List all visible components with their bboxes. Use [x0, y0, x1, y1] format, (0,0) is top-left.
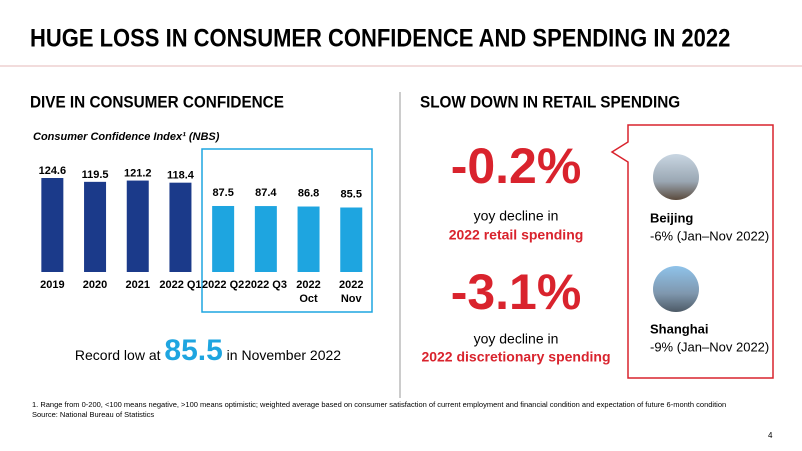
x-tick-label: 2019	[40, 279, 64, 291]
bar	[169, 182, 192, 272]
city-name: Beijing	[650, 210, 693, 225]
stat-value: -3.1%	[451, 264, 582, 320]
chart: 124.6 2019 119.5 2020 121.2 2021 118.4 2022 Q1 8…	[39, 165, 364, 305]
value-label: 124.6	[39, 165, 67, 177]
bar	[254, 206, 277, 272]
stat-text: 2022 retail spending	[449, 227, 584, 243]
bar	[84, 181, 107, 272]
value-label: 119.5	[82, 169, 109, 181]
city-photo	[653, 154, 699, 200]
city-photo	[653, 266, 699, 312]
chart-title: Consumer Confidence Index¹ (NBS)	[33, 131, 220, 143]
stat-text: yoy decline in	[474, 208, 559, 224]
callout-box	[610, 124, 774, 379]
value-label: 118.4	[167, 170, 195, 182]
page-number: 4	[768, 431, 773, 440]
bar	[41, 178, 64, 272]
x-tick-label: 2021	[126, 279, 150, 291]
record-low-suffix: in November 2022	[227, 347, 342, 363]
record-low-prefix: Record low at	[75, 347, 161, 363]
section-heading: DIVE IN CONSUMER CONFIDENCE	[30, 93, 284, 112]
highlight-box	[201, 148, 373, 313]
stat-value: -0.2%	[451, 138, 582, 194]
bar	[126, 180, 149, 272]
city-detail: -6% (Jan–Nov 2022)	[650, 228, 769, 243]
city-name: Shanghai	[650, 321, 709, 336]
value-label: 85.5	[341, 188, 362, 200]
x-tick-label: 2022 Oct	[296, 279, 320, 305]
stat-text: 2022 discretionary spending	[421, 349, 610, 365]
x-tick-label: 2022 Q1	[159, 279, 201, 291]
footnote: Source: National Bureau of Statistics	[32, 410, 154, 419]
section-heading: SLOW DOWN IN RETAIL SPENDING	[420, 93, 680, 112]
x-tick-label: 2022 Q2	[202, 279, 244, 291]
value-label: 87.4	[255, 187, 277, 199]
bar	[297, 206, 320, 272]
record-low-value: 85.5	[164, 334, 222, 367]
x-tick-label: 2020	[83, 279, 107, 291]
record-low: Record low at 85.5 in November 2022	[75, 334, 341, 367]
footnote: 1. Range from 0-200, <100 means negative…	[32, 400, 726, 409]
value-label: 87.5	[212, 187, 233, 199]
bar	[212, 205, 235, 272]
value-label: 121.2	[124, 167, 152, 179]
bar	[340, 207, 363, 272]
stat-text: yoy decline in	[474, 331, 559, 347]
x-tick-label: 2022 Q3	[245, 279, 287, 291]
city-detail: -9% (Jan–Nov 2022)	[650, 339, 769, 354]
value-label: 86.8	[298, 187, 319, 199]
slide-title: HUGE LOSS IN CONSUMER CONFIDENCE AND SPE…	[30, 24, 730, 52]
x-tick-label: 2022 Nov	[339, 279, 363, 305]
